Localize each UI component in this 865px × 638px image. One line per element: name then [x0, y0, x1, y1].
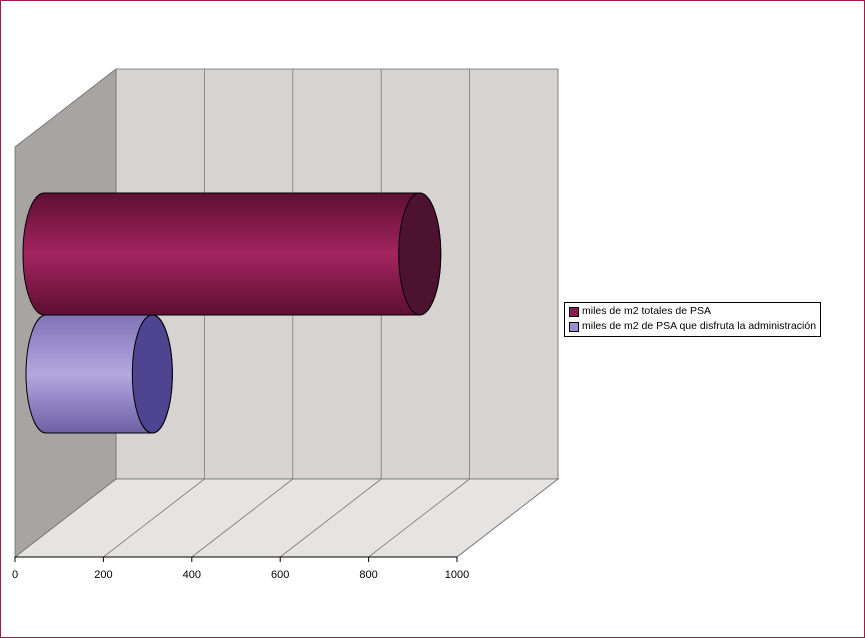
x-tick-label: 400 — [183, 569, 201, 581]
legend-item: miles de m2 totales de PSA — [569, 304, 816, 319]
x-tick-label: 1000 — [445, 569, 469, 581]
x-tick-label: 0 — [12, 569, 18, 581]
gridline-floor — [368, 478, 470, 558]
x-tick-label: 600 — [271, 569, 289, 581]
gridline-floor — [279, 478, 382, 558]
bar-2-cap — [131, 314, 173, 434]
legend-item: miles de m2 de PSA que disfruta la admin… — [569, 319, 816, 334]
legend-swatch-series-2 — [569, 321, 579, 332]
x-tick-label: 200 — [94, 569, 112, 581]
gridline-floor — [103, 478, 205, 558]
x-tick-label: 800 — [359, 569, 377, 581]
bar-1-body — [22, 192, 442, 316]
legend-label-series-2: miles de m2 de PSA que disfruta la admin… — [582, 320, 817, 332]
gridline-floor — [14, 478, 117, 558]
legend: miles de m2 totales de PSA miles de m2 d… — [564, 302, 822, 337]
gridline-floor — [191, 478, 294, 558]
gridline-floor — [456, 478, 559, 558]
legend-label-series-1: miles de m2 totales de PSA — [582, 305, 711, 317]
bar-1-cap — [398, 192, 442, 316]
legend-swatch-series-1 — [569, 306, 579, 317]
